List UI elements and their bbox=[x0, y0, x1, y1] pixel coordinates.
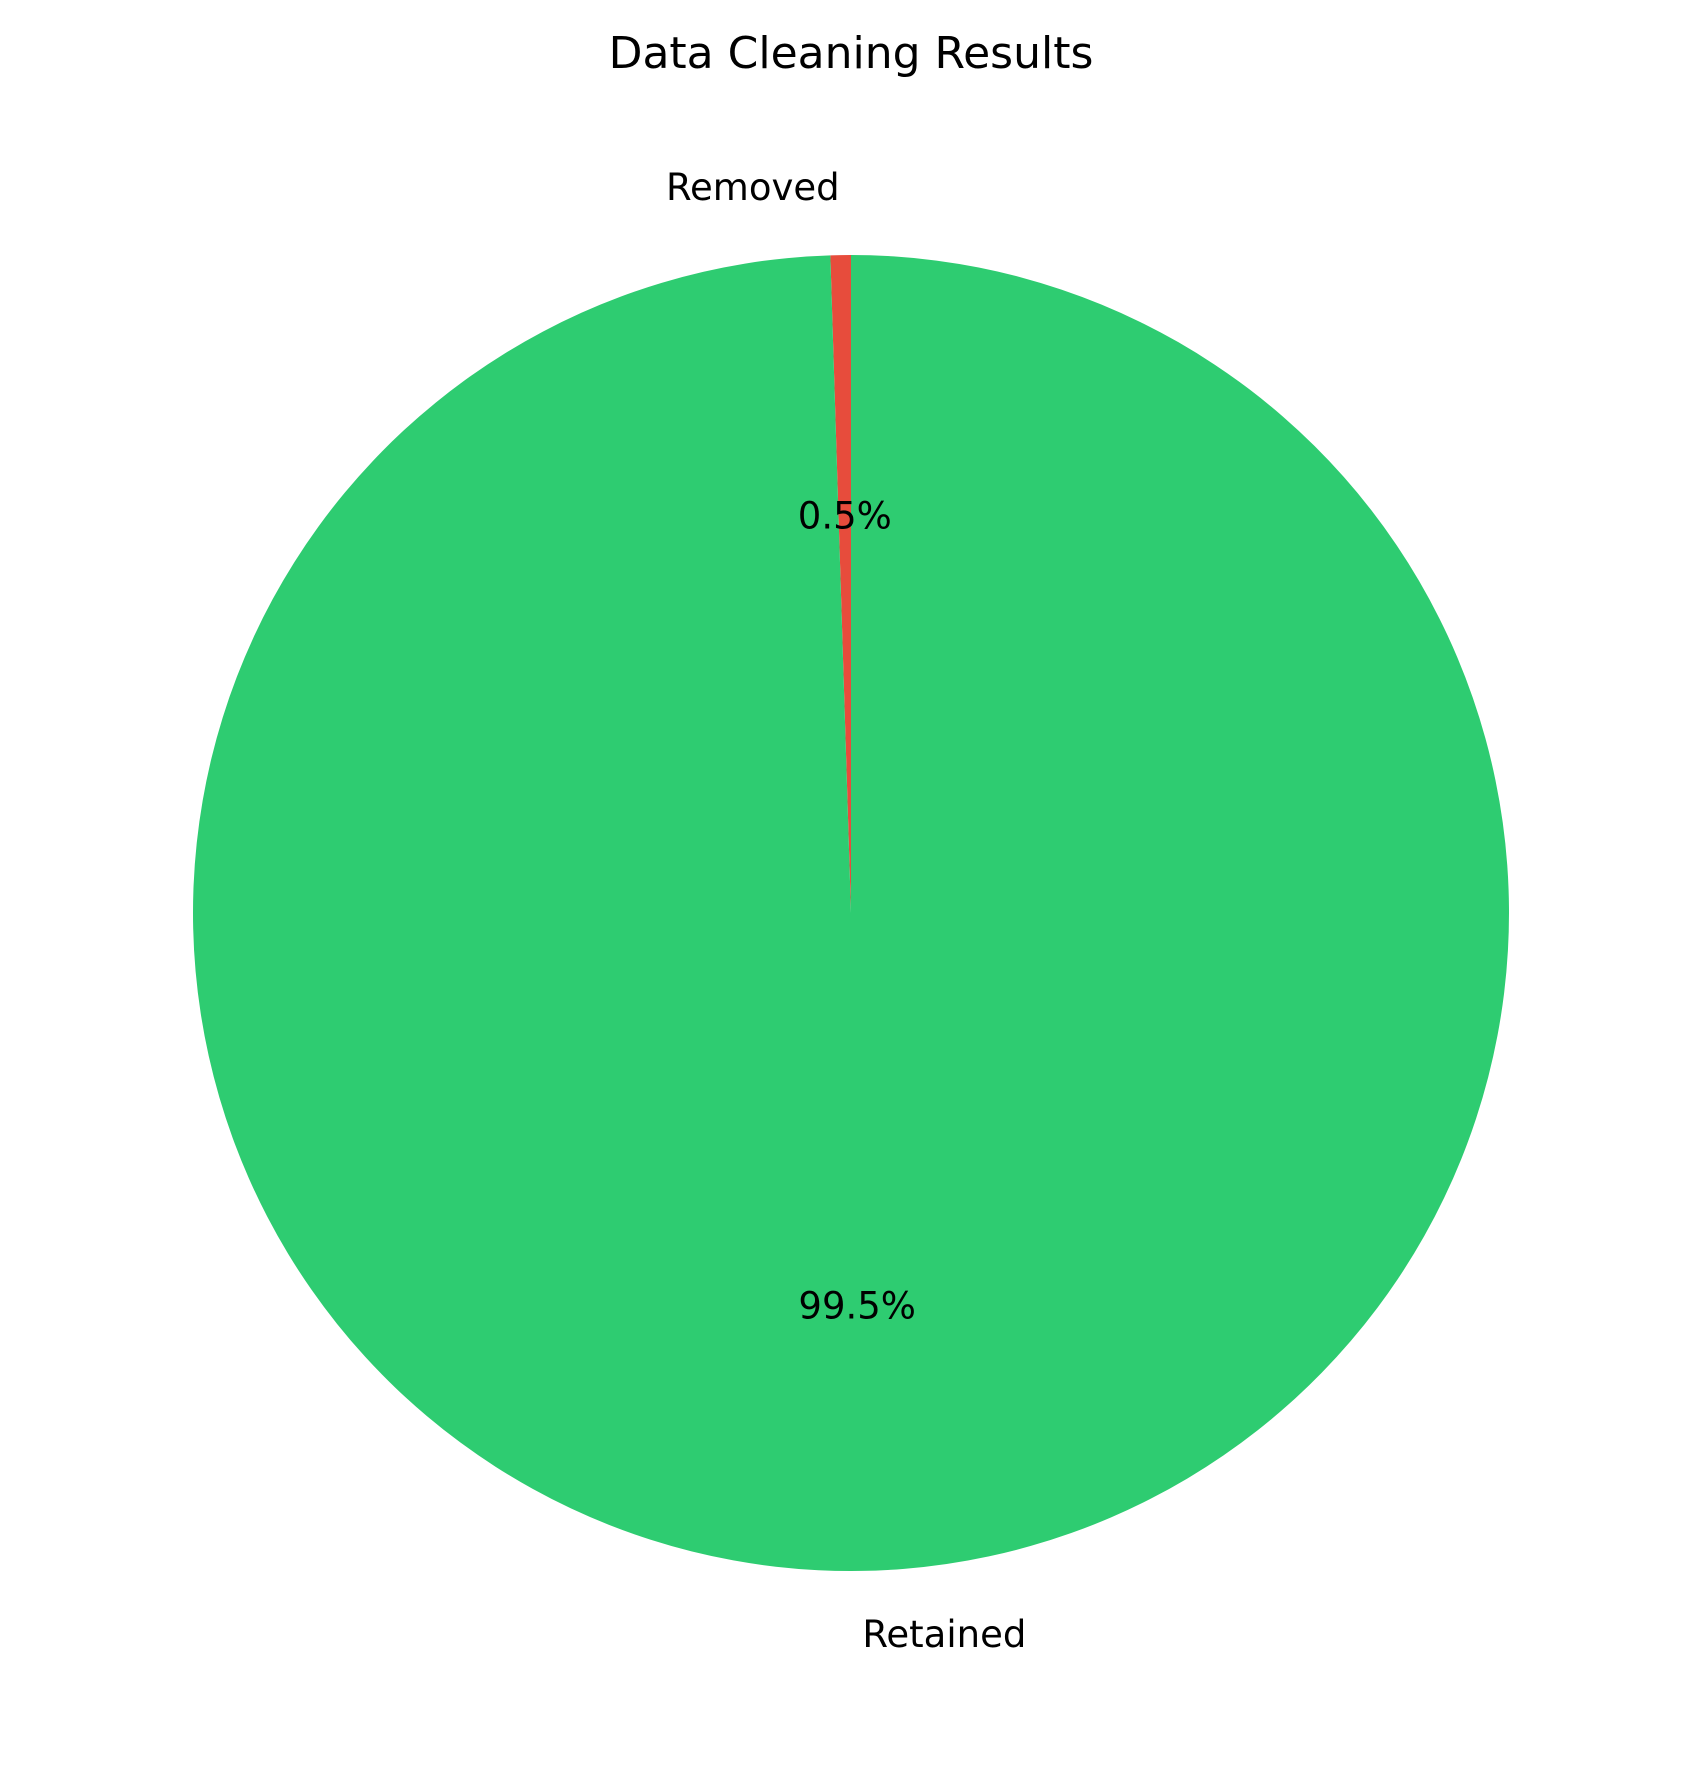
pie-slice-retained bbox=[192, 255, 1509, 1571]
slice-label-removed: Removed bbox=[666, 166, 840, 209]
pie-slice-removed bbox=[830, 255, 851, 913]
pie-slices bbox=[192, 255, 1509, 1571]
slice-percent-removed: 0.5% bbox=[798, 495, 892, 538]
chart-title: Data Cleaning Results bbox=[609, 28, 1094, 79]
pie-labels: Removed 0.5% Retained 99.5% bbox=[666, 166, 1026, 1656]
slice-percent-retained: 99.5% bbox=[798, 1284, 916, 1327]
slice-label-retained: Retained bbox=[862, 1613, 1026, 1656]
